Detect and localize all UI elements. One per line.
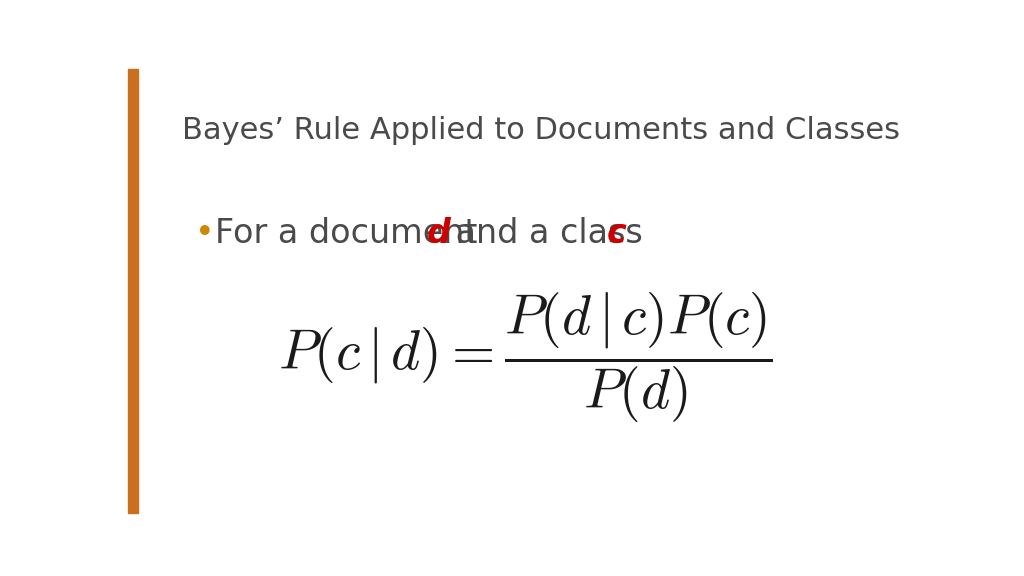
Text: and a class: and a class (445, 217, 653, 250)
Text: For a document: For a document (215, 217, 488, 250)
Text: d: d (427, 217, 451, 250)
Text: Bayes’ Rule Applied to Documents and Classes: Bayes’ Rule Applied to Documents and Cla… (181, 116, 900, 145)
Text: c: c (607, 217, 627, 250)
Text: $P(c\,|\,d)=\dfrac{P(d\,|\,c)P(c)}{P(d)}$: $P(c\,|\,d)=\dfrac{P(d\,|\,c)P(c)}{P(d)}… (278, 290, 772, 425)
Text: •: • (196, 217, 215, 250)
Bar (128, 69, 138, 513)
